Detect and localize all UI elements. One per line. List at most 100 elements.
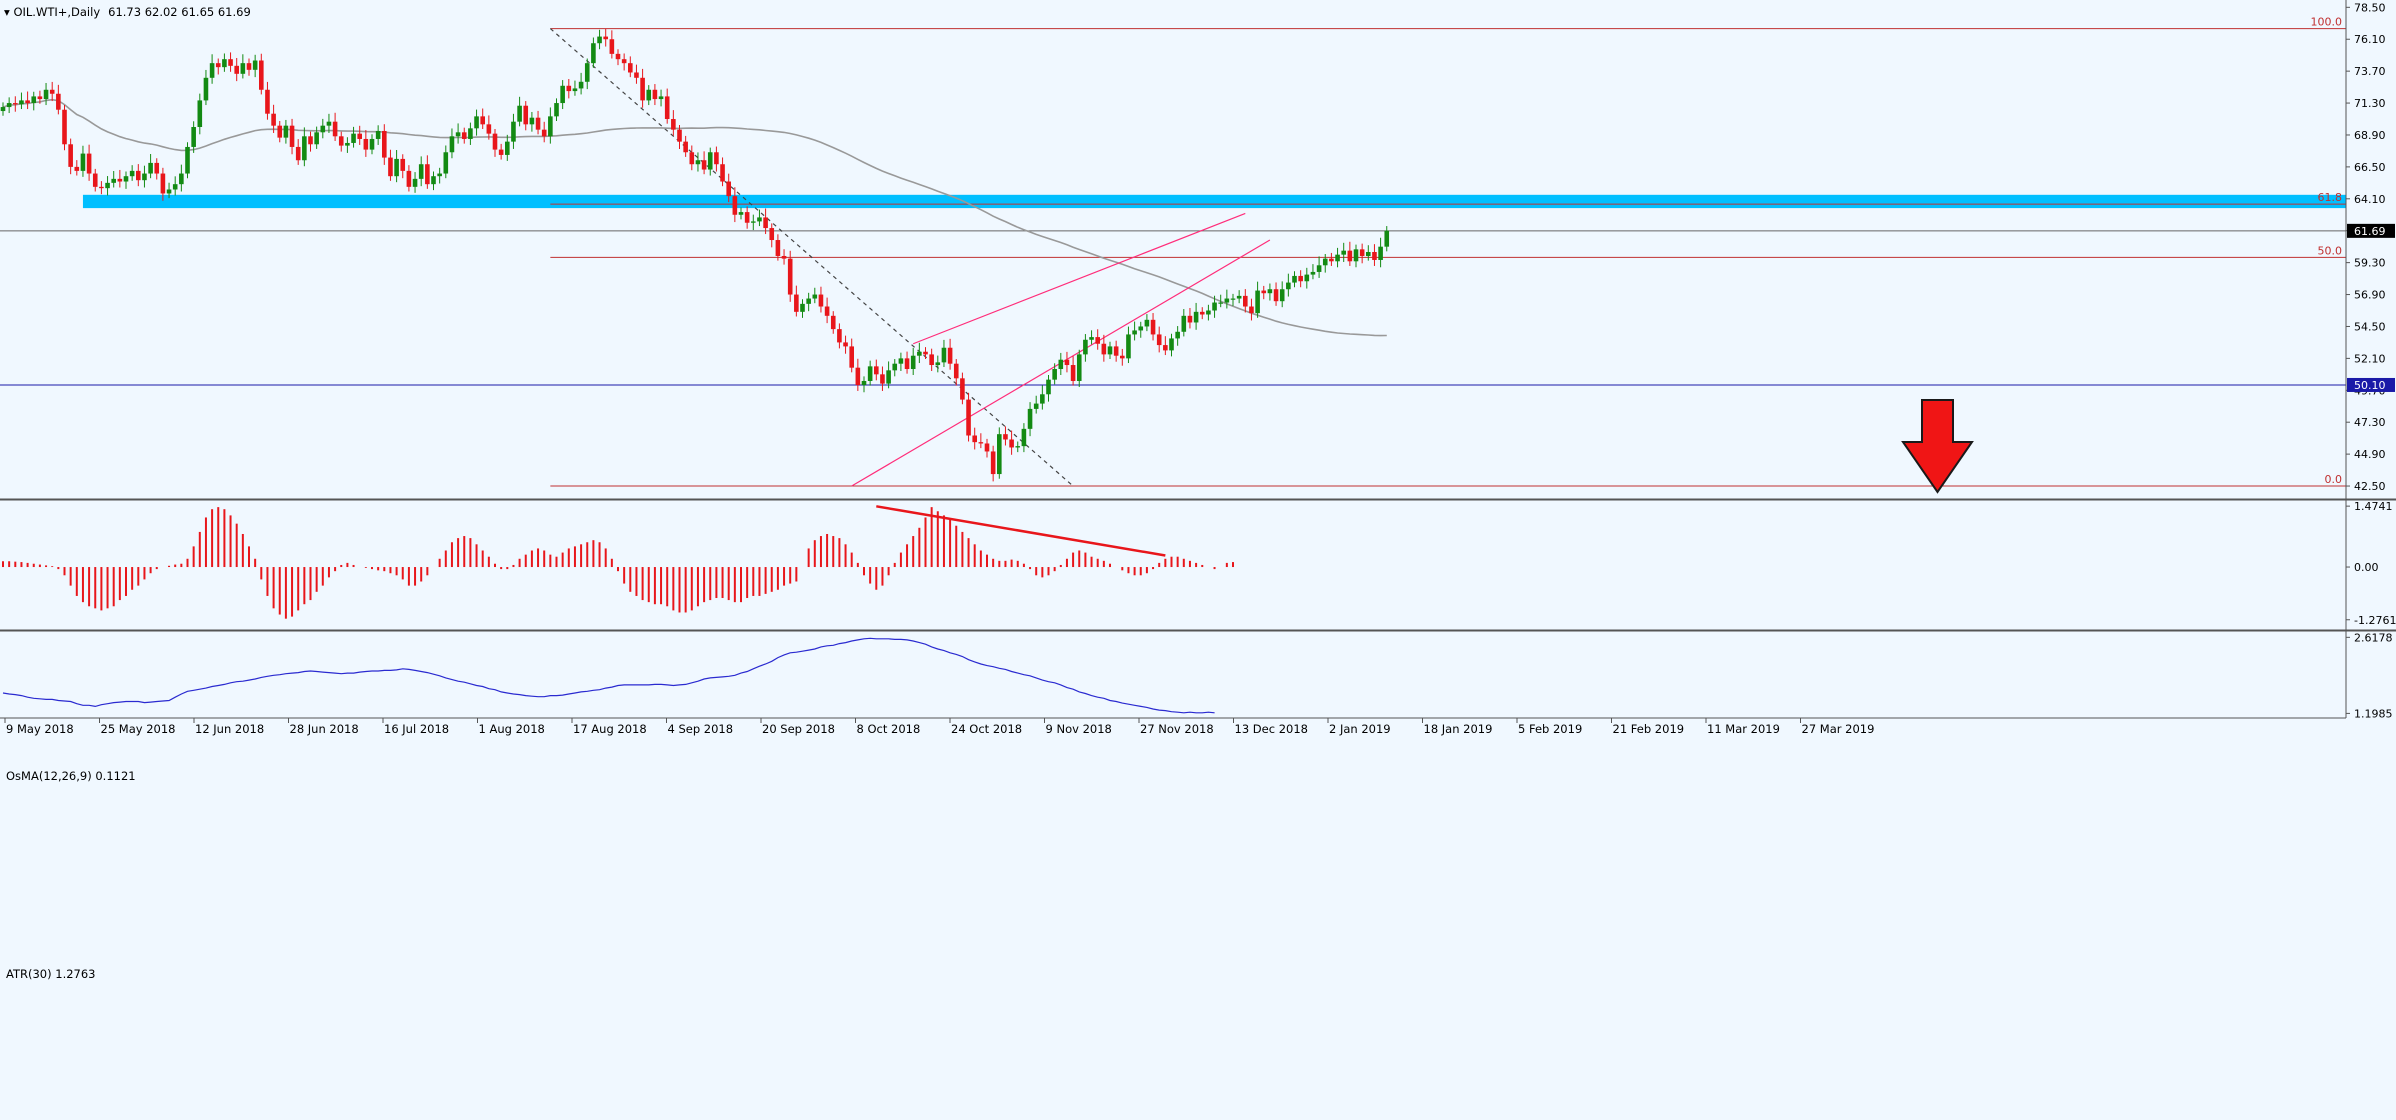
candle-body	[1243, 295, 1248, 307]
candle-body	[6, 103, 12, 108]
candle-body	[240, 63, 246, 74]
candle-body	[1021, 428, 1027, 447]
candle-body	[431, 176, 436, 185]
candle-body	[874, 366, 879, 375]
candle-body	[1163, 345, 1168, 351]
candle-body	[953, 363, 959, 379]
candle-body	[726, 181, 731, 197]
candle-body	[1261, 290, 1267, 294]
ohlc-values: 61.73 62.02 61.65 61.69	[108, 5, 251, 19]
level-tag	[2347, 377, 2395, 392]
candle-body	[302, 136, 307, 161]
candle-body	[1126, 334, 1131, 359]
candle-body	[541, 129, 547, 137]
last-price-tag	[2347, 223, 2395, 238]
candle-body	[13, 103, 18, 105]
price-tick-label: 42.50	[2354, 480, 2386, 493]
candle-body	[1372, 251, 1377, 260]
candle-body	[1310, 271, 1316, 275]
candle-body	[978, 442, 984, 444]
price-tick-label: 59.30	[2354, 257, 2386, 270]
time-tick-label: 21 Feb 2019	[1613, 722, 1685, 736]
candle-body	[369, 138, 375, 150]
candle-body	[984, 443, 990, 452]
candle-body	[1113, 346, 1119, 356]
candle-body	[1218, 302, 1223, 304]
candle-body	[105, 182, 110, 189]
candle-body	[1236, 295, 1242, 299]
candle-body	[37, 96, 43, 100]
candle-body	[406, 170, 412, 187]
candle-body	[160, 173, 166, 194]
time-tick-label: 25 May 2018	[101, 722, 176, 736]
candle-body	[326, 121, 332, 126]
candle-body	[751, 221, 756, 223]
candle-body	[572, 88, 578, 92]
candle-body	[609, 39, 615, 54]
fib-level-label: 50.0	[2318, 244, 2343, 257]
candle-body	[1175, 331, 1180, 339]
candle-body	[824, 306, 830, 316]
price-pane[interactable]: 100.0 61.8 50.0 0.0	[0, 16, 2347, 487]
candle-body	[997, 434, 1002, 475]
candle-body	[265, 89, 270, 114]
candle-body	[74, 166, 80, 171]
candle-body	[1107, 346, 1113, 355]
candle-body	[646, 89, 652, 101]
candle-body	[1169, 338, 1174, 351]
osma-tick-label: 1.4741	[2354, 500, 2393, 513]
candle-body	[787, 258, 793, 295]
candle-body	[357, 133, 362, 139]
price-tick-label: 78.50	[2354, 1, 2386, 14]
candle-body	[560, 85, 565, 104]
candle-body	[1101, 343, 1107, 355]
atr-pane[interactable]	[2, 637, 1215, 714]
price-tick-label: 71.30	[2354, 97, 2386, 110]
candle-body	[1070, 365, 1076, 381]
candle-body	[1076, 354, 1082, 381]
candle-body	[1089, 337, 1094, 340]
candle-body	[1322, 258, 1328, 266]
symbol-title[interactable]: ▾ OIL.WTI+,Daily 61.73 62.02 61.65 61.69	[4, 5, 251, 19]
candle-body	[904, 358, 910, 370]
candle-body	[259, 60, 264, 90]
candle-body	[1341, 250, 1346, 255]
candle-body	[806, 298, 811, 304]
candle-body	[947, 347, 953, 364]
time-tick-label: 9 Nov 2018	[1046, 722, 1112, 736]
candle-body	[25, 100, 30, 104]
price-tick-label: 44.90	[2354, 448, 2386, 461]
candle-body	[1095, 337, 1100, 344]
level-tag-label: 50.10	[2354, 379, 2386, 392]
candle-body	[603, 36, 608, 40]
candle-body	[474, 116, 479, 129]
price-tick-label: 52.10	[2354, 352, 2386, 365]
collapse-triangle-icon: ▾	[4, 5, 13, 19]
candle-body	[818, 294, 824, 307]
candle-body	[308, 136, 313, 145]
candle-body	[0, 107, 6, 112]
candle-body	[1120, 355, 1125, 359]
candle-body	[375, 130, 381, 139]
candle-body	[523, 105, 529, 125]
candle-body	[99, 186, 104, 189]
candle-body	[1273, 289, 1279, 302]
candle-body	[486, 124, 492, 134]
osma-pane[interactable]	[2, 505, 1234, 619]
candle-body	[640, 77, 645, 101]
candle-body	[1064, 359, 1070, 366]
candle-body	[461, 132, 467, 139]
candle-body	[830, 315, 836, 330]
candle-body	[855, 367, 861, 385]
candle-body	[714, 152, 719, 165]
candle-body	[1279, 289, 1285, 302]
moving-average-line	[2, 98, 1387, 337]
candle-body	[1027, 408, 1033, 429]
candle-body	[566, 85, 572, 92]
candle-body	[664, 96, 670, 120]
time-tick-label: 16 Jul 2018	[384, 722, 449, 736]
candle-body	[1230, 298, 1236, 300]
candle-body	[185, 146, 190, 174]
candle-body	[351, 133, 356, 143]
